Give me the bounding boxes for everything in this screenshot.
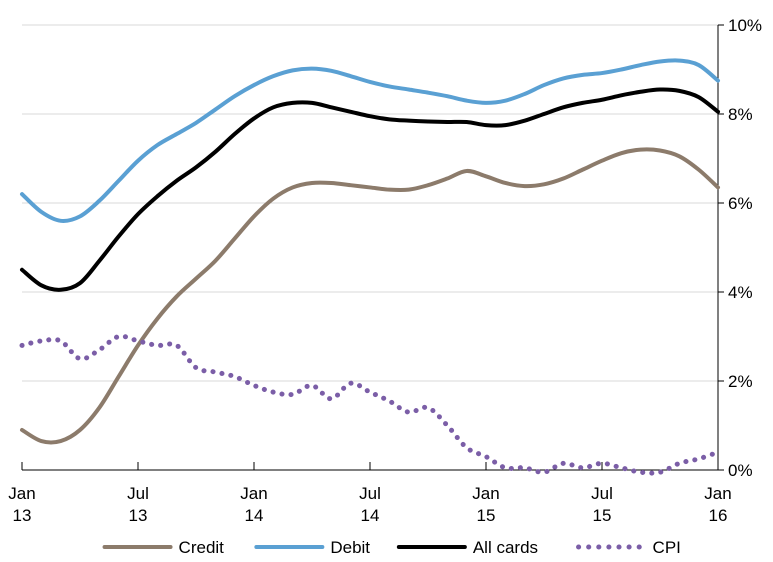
- x-tick-label-month: Jan: [472, 484, 499, 503]
- series-line-credit: [20, 147, 720, 445]
- x-tick-label-month: Jul: [127, 484, 149, 503]
- legend-item-all-cards: All cards: [396, 538, 538, 557]
- x-tick-label-month: Jul: [359, 484, 381, 503]
- y-tick-label: 2%: [728, 372, 753, 391]
- legend-label: All cards: [473, 538, 538, 557]
- x-tick-label-month: Jan: [240, 484, 267, 503]
- legend: Credit Debit All cards CPI: [102, 538, 681, 557]
- x-tick-label-year: 13: [129, 506, 148, 525]
- legend-item-cpi: CPI: [576, 538, 681, 557]
- series-line-all-cards: [20, 87, 720, 292]
- x-tick-label-month: Jan: [8, 484, 35, 503]
- series-line-debit: [20, 58, 720, 223]
- y-tick-label: 6%: [728, 194, 753, 213]
- x-tick-label-month: Jan: [704, 484, 731, 503]
- y-tick-label: 8%: [728, 105, 753, 124]
- x-tick-label-year: 14: [245, 506, 264, 525]
- legend-label: Debit: [330, 538, 370, 557]
- x-tick-label-year: 16: [709, 506, 728, 525]
- x-tick-label-year: 15: [593, 506, 612, 525]
- x-axis: Jan 13 Jul 13 Jan 14 Jul 14 Jan 15 Jul 15 Jan 16: [8, 462, 732, 525]
- series-line-cpi: [19, 333, 721, 476]
- y-tick-label: 0%: [728, 461, 753, 480]
- x-tick-label-year: 13: [13, 506, 32, 525]
- legend-item-credit: Credit: [102, 538, 225, 557]
- x-tick-label-year: 14: [361, 506, 380, 525]
- y-tick-label: 4%: [728, 283, 753, 302]
- y-axis: 0% 2% 4% 6% 8% 10%: [717, 16, 762, 480]
- gridlines: [22, 24, 718, 382]
- series-lines: [19, 58, 721, 476]
- legend-item-debit: Debit: [254, 538, 370, 557]
- x-tick-label-year: 15: [477, 506, 496, 525]
- y-tick-label: 10%: [728, 16, 762, 35]
- x-tick-label-month: Jul: [591, 484, 613, 503]
- legend-label: CPI: [653, 538, 681, 557]
- legend-label: Credit: [179, 538, 225, 557]
